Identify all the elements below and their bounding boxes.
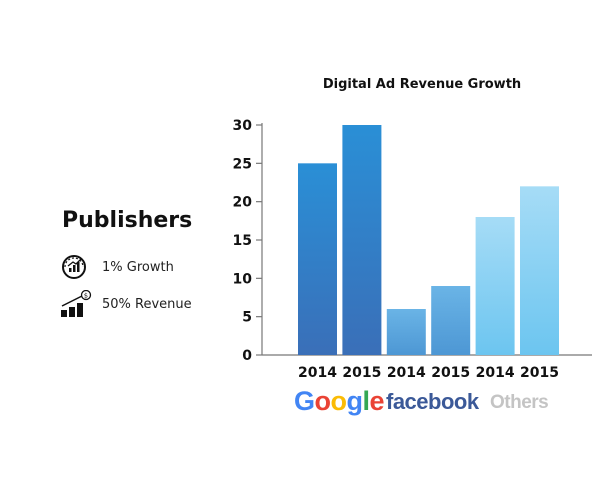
x-tick-label: 2015 (342, 365, 381, 381)
y-tick-label: 30 (233, 118, 253, 134)
growth-label: 1% Growth (102, 259, 174, 275)
others-label: Others (490, 392, 549, 413)
bar-others-2015 (520, 186, 559, 355)
y-tick-label: 25 (233, 156, 252, 172)
growth-gauge-icon (60, 253, 90, 281)
bar-facebook-2015 (431, 286, 471, 355)
chart-bars (298, 125, 559, 355)
google-logo-letter: o (314, 386, 332, 416)
chart-title: Digital Ad Revenue Growth (323, 77, 521, 92)
google-logo-letter: l (362, 386, 371, 416)
y-tick-label: 15 (233, 233, 252, 249)
x-tick-labels: 2014 2015 2014 2015 2014 2015 (298, 365, 559, 381)
y-tick-label: 20 (233, 195, 253, 211)
bar-others-2014 (475, 217, 515, 355)
facebook-logo: facebook (386, 389, 479, 414)
google-logo: Google (294, 386, 385, 417)
svg-text:$: $ (84, 292, 88, 300)
x-tick-label: 2015 (431, 365, 470, 381)
x-tick-label: 2014 (476, 365, 515, 381)
bar-google-2015 (342, 125, 382, 355)
revenue-label: 50% Revenue (102, 296, 192, 312)
revenue-stat: $ 50% Revenue (60, 289, 192, 318)
bar-facebook-2014 (386, 309, 426, 355)
y-tick-label: 10 (233, 271, 253, 287)
google-logo-letter: G (294, 386, 315, 416)
google-logo-letter: e (369, 386, 385, 416)
revenue-bars-icon: $ (60, 289, 92, 318)
x-tick-label: 2014 (387, 365, 426, 381)
publishers-title: Publishers (62, 208, 193, 233)
x-tick-label: 2015 (520, 365, 559, 381)
google-logo-letter: g (346, 386, 364, 416)
x-tick-label: 2014 (298, 365, 337, 381)
y-tick-label: 0 (242, 348, 252, 364)
google-logo-letter: o (330, 386, 348, 416)
y-tick-label: 5 (242, 310, 252, 326)
growth-stat: 1% Growth (60, 253, 174, 281)
bar-google-2014 (298, 163, 337, 355)
